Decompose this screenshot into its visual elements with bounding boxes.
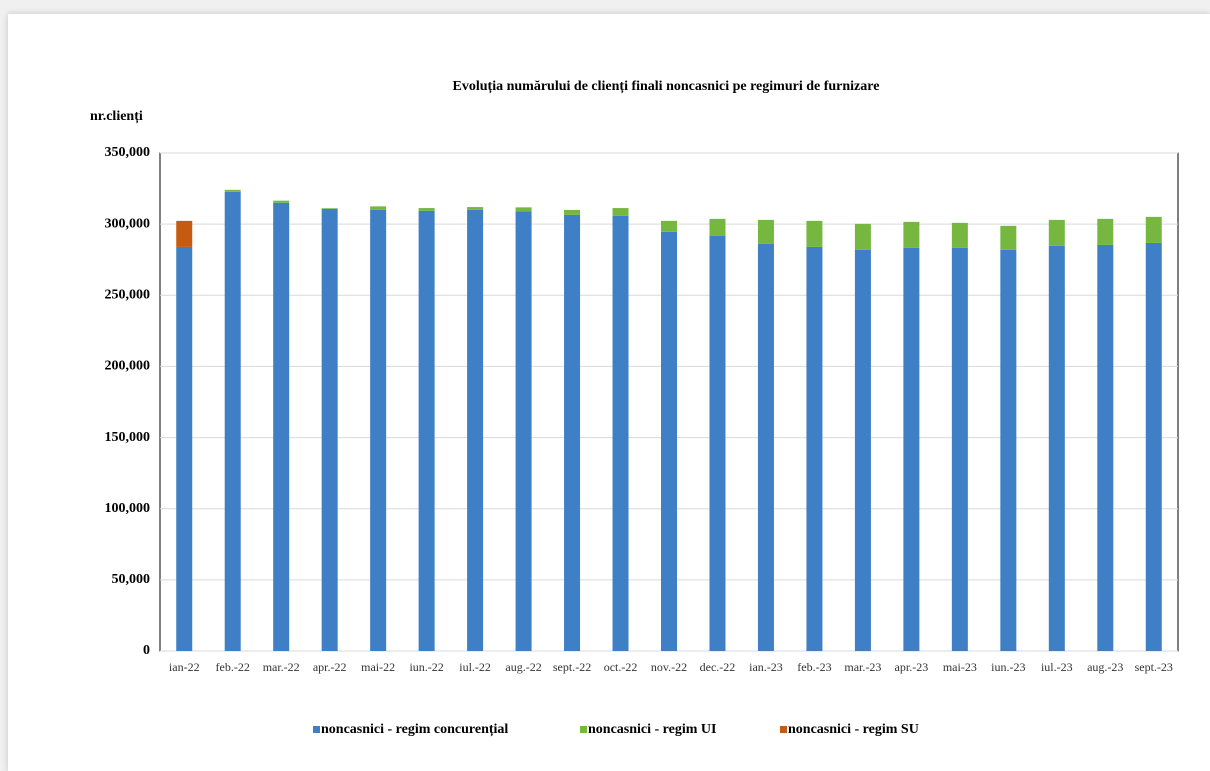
bar-segment: [1048, 219, 1065, 246]
x-tick-label: aug.-23: [1087, 660, 1123, 674]
bar-segment: [806, 220, 823, 247]
y-tick-label: 50,000: [112, 572, 151, 587]
x-tick-label: aug.-22: [505, 660, 541, 674]
x-tick-label: iun.-22: [409, 660, 443, 674]
bar-segment: [854, 223, 871, 250]
bar-segment: [757, 219, 774, 244]
bar-segment: [176, 246, 193, 651]
x-tick-label: feb.-23: [797, 660, 831, 674]
bar-segment: [515, 211, 532, 651]
x-tick-label: mai-23: [943, 660, 977, 674]
x-tick-label: sept.-22: [553, 660, 591, 674]
bar-segment: [418, 210, 435, 651]
bar-segment: [273, 200, 290, 203]
x-tick-label: iun.-23: [991, 660, 1025, 674]
x-tick-label: nov.-22: [651, 660, 687, 674]
bar-segment: [661, 231, 677, 651]
legend-swatch: [780, 726, 787, 733]
bar-segment: [224, 189, 241, 192]
bar-segment: [467, 207, 484, 210]
y-tick-label: 350,000: [105, 145, 151, 160]
x-tick-label: apr.-23: [895, 660, 929, 674]
x-tick-label: apr.-22: [313, 660, 347, 674]
bar-segment: [224, 191, 241, 651]
x-tick-label: mar.-22: [263, 660, 300, 674]
bar-segment: [321, 208, 338, 652]
bar-segment: [1145, 216, 1162, 243]
bar-segment: [903, 221, 920, 248]
bar-segment: [515, 207, 532, 212]
x-tick-label: ian-22: [169, 660, 200, 674]
y-tick-label: 0: [143, 643, 150, 658]
legend-label: noncasnici - regim concurențial: [321, 722, 508, 737]
legend-swatch: [313, 726, 320, 733]
bar-segment: [1097, 218, 1114, 245]
bar-segment: [370, 209, 387, 651]
bar-segment: [951, 247, 968, 651]
bar-segment: [467, 209, 484, 651]
x-tick-label: sept.-23: [1135, 660, 1173, 674]
bar-segment: [709, 235, 726, 651]
x-tick-label: mai-22: [361, 660, 395, 674]
bar-segment: [1000, 225, 1017, 250]
x-tick-label: dec.-22: [700, 660, 736, 674]
bar-segment: [370, 206, 387, 210]
legend-label: noncasnici - regim UI: [588, 722, 716, 737]
bar-segment: [321, 208, 338, 209]
bar-segment: [903, 247, 920, 651]
legend-swatch: [580, 726, 587, 733]
bar-segment: [564, 209, 581, 215]
y-tick-label: 100,000: [105, 501, 151, 516]
bar-segment: [612, 208, 629, 216]
bar-segment: [661, 220, 677, 232]
y-tick-label: 200,000: [105, 359, 151, 374]
x-tick-label: oct.-22: [604, 660, 638, 674]
x-tick-label: iul.-22: [459, 660, 491, 674]
bar-segment: [757, 243, 774, 651]
bar-segment: [854, 249, 871, 651]
bar-segment: [806, 246, 823, 651]
y-tick-label: 300,000: [105, 216, 151, 231]
legend-label: noncasnici - regim SU: [788, 722, 919, 737]
y-tick-label: 250,000: [105, 288, 151, 303]
x-tick-label: mar.-23: [844, 660, 881, 674]
chart-title: Evoluția numărului de clienți finali non…: [453, 79, 880, 94]
y-axis-label: nr.clienți: [90, 109, 143, 124]
bar-segment: [1145, 242, 1162, 652]
bar-segment: [612, 215, 629, 651]
bar-segment: [709, 218, 726, 236]
x-tick-label: ian.-23: [749, 660, 783, 674]
y-tick-label: 150,000: [105, 430, 151, 445]
bar-segment: [564, 214, 581, 651]
x-tick-label: feb.-22: [216, 660, 250, 674]
bar-segment: [273, 202, 290, 652]
bar-segment: [1097, 244, 1114, 651]
bar-segment: [176, 220, 193, 247]
bar-segment: [951, 222, 968, 248]
bar-segment: [418, 208, 435, 211]
x-tick-label: iul.-23: [1041, 660, 1073, 674]
bar-segment: [1048, 245, 1065, 651]
bar-segment: [1000, 249, 1017, 651]
